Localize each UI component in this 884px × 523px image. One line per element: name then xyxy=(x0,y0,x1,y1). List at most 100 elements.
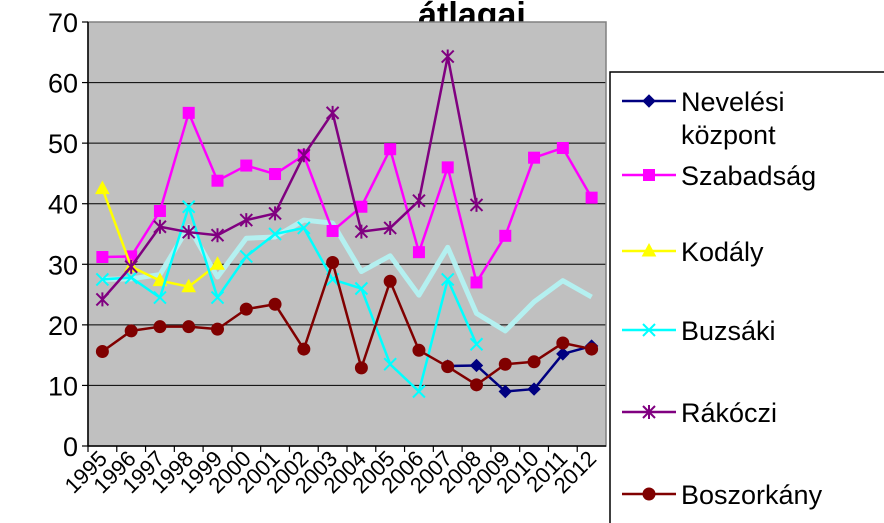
data-point xyxy=(182,225,196,240)
data-point xyxy=(239,213,253,228)
data-point xyxy=(354,281,369,296)
data-point xyxy=(412,193,426,208)
data-point xyxy=(325,105,340,120)
data-point xyxy=(470,276,483,289)
data-point xyxy=(211,322,224,336)
series-buzsaki xyxy=(95,200,484,399)
data-point xyxy=(383,220,397,235)
data-point xyxy=(153,320,167,334)
legend-label: központ xyxy=(681,120,776,150)
data-point xyxy=(498,384,512,399)
data-point xyxy=(441,161,454,174)
data-point xyxy=(412,384,426,399)
data-point xyxy=(383,357,397,371)
data-point xyxy=(182,200,196,214)
data-point xyxy=(181,278,197,293)
data-point xyxy=(354,361,368,375)
data-point xyxy=(412,246,425,259)
legend-item: Rákóczi xyxy=(622,398,777,428)
data-point xyxy=(124,324,138,338)
data-point xyxy=(124,270,138,285)
data-point xyxy=(469,358,484,373)
legend-marker xyxy=(641,242,657,257)
data-point xyxy=(441,49,455,64)
legend-marker xyxy=(643,169,655,181)
data-point xyxy=(95,180,110,195)
data-point xyxy=(95,345,109,359)
data-point xyxy=(384,143,397,156)
data-point xyxy=(441,360,455,374)
data-point xyxy=(498,357,512,371)
y-tick-label: 10 xyxy=(48,371,78,401)
data-point xyxy=(95,272,110,287)
data-point xyxy=(326,255,340,269)
y-tick-label: 20 xyxy=(48,311,78,341)
legend-label: Kodály xyxy=(681,237,764,267)
data-point xyxy=(240,159,253,172)
data-point xyxy=(152,272,168,287)
data-point xyxy=(441,272,455,287)
data-point xyxy=(469,337,484,351)
x-axis: 1995199619971998199920002001200220032004… xyxy=(60,445,606,498)
data-point xyxy=(297,221,311,235)
trend-line-layer xyxy=(102,217,593,334)
data-point xyxy=(469,197,484,212)
legend-box xyxy=(609,71,884,523)
data-point xyxy=(585,191,598,204)
data-point xyxy=(556,141,569,154)
y-axis: 0 10 20 30 40 50 60 70 xyxy=(48,8,89,462)
legend-marker xyxy=(642,405,656,419)
data-point xyxy=(211,174,224,187)
series-layer xyxy=(95,49,599,399)
data-point xyxy=(153,204,166,217)
data-point xyxy=(95,292,110,307)
data-point xyxy=(153,290,167,305)
y-tick-label: 40 xyxy=(48,190,78,220)
data-point xyxy=(124,259,138,274)
data-point xyxy=(268,227,282,241)
y-tick-label: 70 xyxy=(48,8,78,38)
legend-marker xyxy=(642,323,656,337)
data-point xyxy=(297,342,311,356)
data-point xyxy=(96,251,109,264)
y-tick-label: 60 xyxy=(48,69,78,99)
series-rakoczi xyxy=(95,49,484,307)
data-point xyxy=(499,229,512,242)
data-point xyxy=(354,224,369,239)
legend-item: Kodály xyxy=(622,237,764,267)
data-point xyxy=(210,228,225,243)
grid-lines xyxy=(88,82,606,386)
data-point xyxy=(153,219,167,234)
data-point xyxy=(210,290,225,305)
series-line xyxy=(102,111,593,284)
data-point xyxy=(268,297,282,311)
legend-label: Boszorkány xyxy=(681,480,823,510)
plot-area xyxy=(88,22,606,446)
data-point xyxy=(239,302,253,316)
data-point xyxy=(268,206,282,221)
data-point xyxy=(182,320,196,334)
legend-item: Boszorkány xyxy=(622,480,823,510)
data-point xyxy=(182,106,195,119)
legend-marker xyxy=(642,94,656,108)
data-point xyxy=(383,274,397,288)
legend-item: Buzsáki xyxy=(622,316,776,346)
data-point xyxy=(412,343,426,357)
data-point xyxy=(527,355,541,369)
legend-item: Szabadság xyxy=(622,161,816,191)
trend-line xyxy=(102,217,593,334)
legend-label: Szabadság xyxy=(681,161,816,191)
data-point xyxy=(470,378,483,392)
data-point xyxy=(239,249,253,264)
data-point xyxy=(556,347,570,361)
data-point xyxy=(326,224,339,237)
data-point xyxy=(528,151,541,164)
legend-label: Nevelési xyxy=(681,87,785,117)
data-point xyxy=(585,342,599,356)
data-point xyxy=(210,256,225,270)
y-tick-label: 0 xyxy=(63,432,78,462)
data-point xyxy=(527,382,541,396)
legend-marker xyxy=(642,487,656,501)
